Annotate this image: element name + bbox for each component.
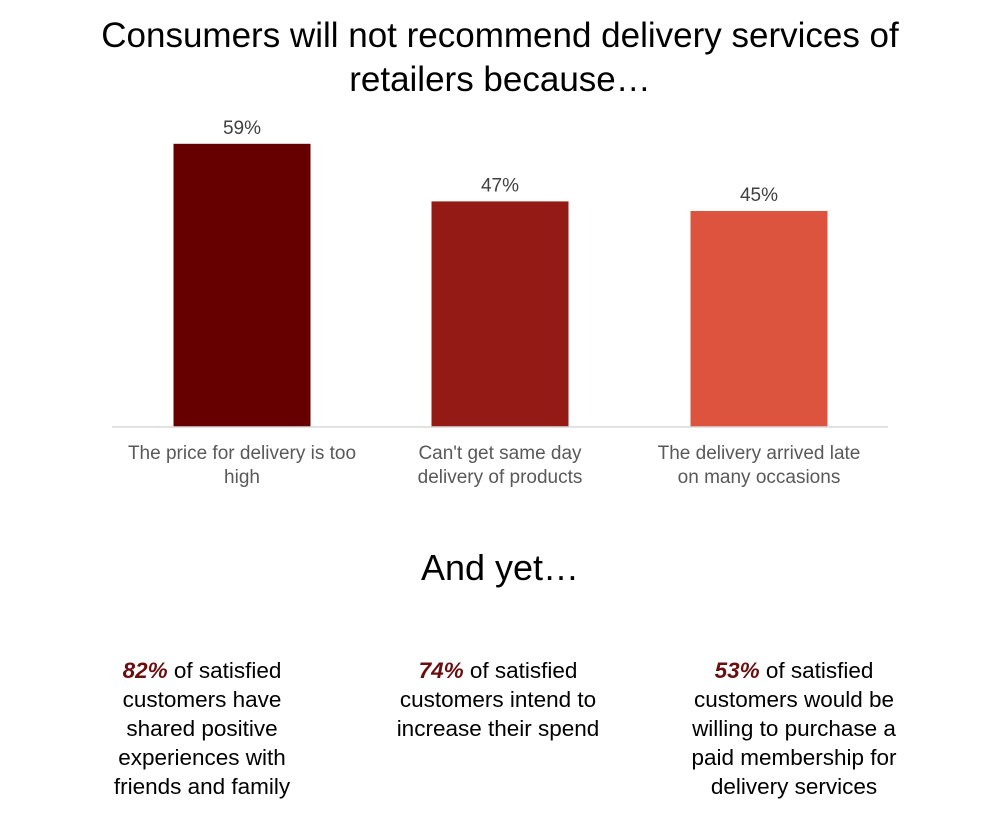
- category-label-2: delivery of products: [418, 467, 583, 488]
- data-label-3: 45%: [740, 185, 778, 206]
- stat-percent: 74%: [418, 658, 464, 683]
- category-label-1: The price for delivery is too: [128, 443, 356, 464]
- bar-1: [173, 143, 311, 428]
- data-label-1: 59%: [223, 118, 261, 139]
- stat-block-2: 74% of satisfied customers intend to inc…: [383, 656, 613, 743]
- stat-block-3: 53% of satisfied customers would be will…: [679, 656, 909, 801]
- stat-text: of satisfied customers would be willing …: [691, 658, 897, 799]
- category-label-3: The delivery arrived late: [658, 443, 861, 464]
- bar-chart: 59% The price for delivery is too high 47% C…: [112, 118, 888, 488]
- category-label-2: Can't get same day: [418, 443, 582, 464]
- bar-2: [431, 201, 569, 427]
- stat-percent: 82%: [122, 658, 168, 683]
- stat-text: of satisfied customers have shared posit…: [113, 658, 291, 799]
- category-label-1: high: [224, 467, 260, 488]
- stat-text: of satisfied customers intend to increas…: [396, 658, 600, 741]
- bar-3: [690, 211, 828, 427]
- stat-block-1: 82% of satisfied customers have shared p…: [87, 656, 317, 801]
- category-label-3: on many occasions: [678, 467, 841, 488]
- stat-percent: 53%: [714, 658, 760, 683]
- data-label-2: 47%: [481, 175, 519, 196]
- chart-title: Consumers will not recommend delivery se…: [101, 16, 899, 99]
- section-heading: And yet…: [420, 547, 580, 588]
